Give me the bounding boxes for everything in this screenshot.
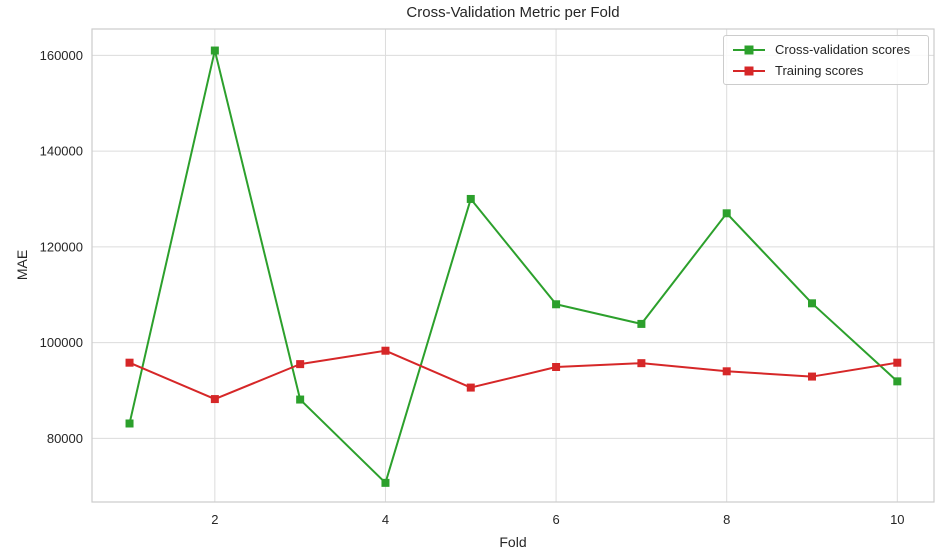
- series-marker-0: [808, 299, 817, 308]
- legend-item-training: Training scores: [732, 60, 922, 81]
- legend-label-training: Training scores: [775, 63, 864, 78]
- series-marker-1: [722, 367, 731, 376]
- series-marker-0: [466, 194, 475, 203]
- y-tick-label: 120000: [40, 239, 83, 254]
- y-tick-label: 100000: [40, 335, 83, 350]
- series-marker-1: [125, 358, 134, 367]
- x-tick-label: 4: [382, 512, 389, 527]
- x-tick-label: 2: [211, 512, 218, 527]
- plot-border: [91, 28, 935, 503]
- series-marker-1: [381, 346, 390, 355]
- series-line-1: [129, 349, 898, 401]
- cross-validation-series-swatch: [733, 45, 765, 54]
- legend-label-cross-validation: Cross-validation scores: [775, 42, 911, 57]
- series-marker-1: [210, 395, 219, 404]
- series-marker-1: [466, 383, 475, 392]
- series-marker-0: [296, 395, 305, 404]
- x-tick-label: 10: [890, 512, 904, 527]
- series-marker-0: [637, 319, 646, 328]
- y-tick-label: 80000: [47, 431, 83, 446]
- training-series-swatch: [733, 66, 765, 75]
- series-marker-0: [722, 209, 731, 218]
- series-marker-1: [637, 359, 646, 368]
- x-tick-label: 6: [552, 512, 559, 527]
- y-axis-label: MAE: [14, 249, 30, 281]
- chart-title: Cross-Validation Metric per Fold: [406, 4, 620, 21]
- series-marker-0: [893, 377, 902, 386]
- legend: Cross-validation scores Training scores: [723, 35, 929, 85]
- y-tick-label: 140000: [40, 144, 83, 159]
- x-tick-label: 8: [723, 512, 730, 527]
- series-line-0: [128, 49, 898, 484]
- series-marker-1: [893, 358, 902, 367]
- series-marker-0: [210, 46, 219, 55]
- series-marker-0: [125, 419, 134, 428]
- series-marker-0: [552, 300, 561, 309]
- series-marker-1: [296, 360, 305, 369]
- x-axis-label: Fold: [499, 534, 527, 550]
- series-marker-0: [381, 478, 390, 487]
- series-marker-1: [808, 372, 817, 381]
- legend-item-cross-validation: Cross-validation scores: [732, 39, 922, 60]
- series-marker-1: [552, 362, 561, 371]
- y-tick-label: 160000: [40, 48, 83, 63]
